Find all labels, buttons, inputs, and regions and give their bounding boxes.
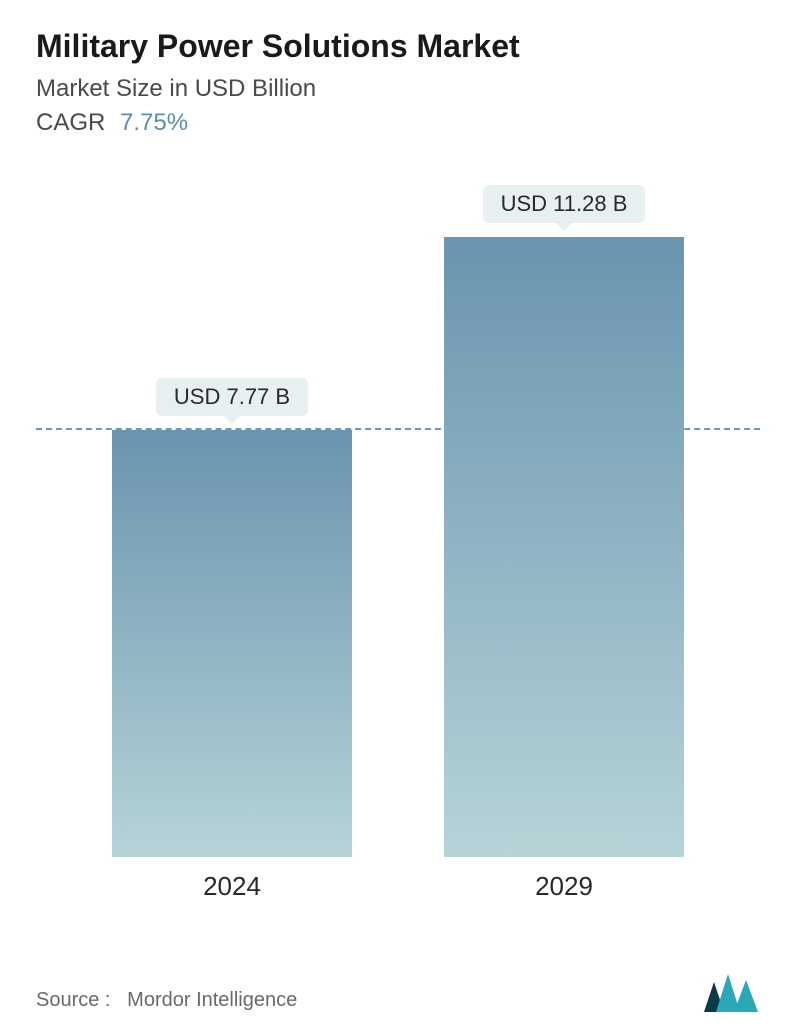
source-label: Source : [36,989,110,1011]
x-axis-label: 2024 [102,871,362,902]
cagr-value: 7.75% [120,109,188,136]
source-name: Mordor Intelligence [127,989,297,1011]
bar [444,237,684,857]
bar-group: USD 11.28 B [434,185,694,857]
chart-plot-area: USD 7.77 B USD 11.28 B [36,177,760,857]
x-axis-labels: 2024 2029 [36,857,760,902]
brand-logo-icon [704,974,760,1012]
bar [112,430,352,857]
cagr-label: CAGR [36,109,105,136]
bars-container: USD 7.77 B USD 11.28 B [36,177,760,857]
cagr-row: CAGR 7.75% [36,109,760,137]
bar-value-label: USD 11.28 B [483,185,646,223]
chart-title: Military Power Solutions Market [36,28,760,65]
chart-subtitle: Market Size in USD Billion [36,75,760,103]
x-axis-label: 2029 [434,871,694,902]
bar-group: USD 7.77 B [102,378,362,857]
chart-footer: Source : Mordor Intelligence [36,974,760,1012]
source-text: Source : Mordor Intelligence [36,989,297,1012]
bar-value-label: USD 7.77 B [156,378,308,416]
